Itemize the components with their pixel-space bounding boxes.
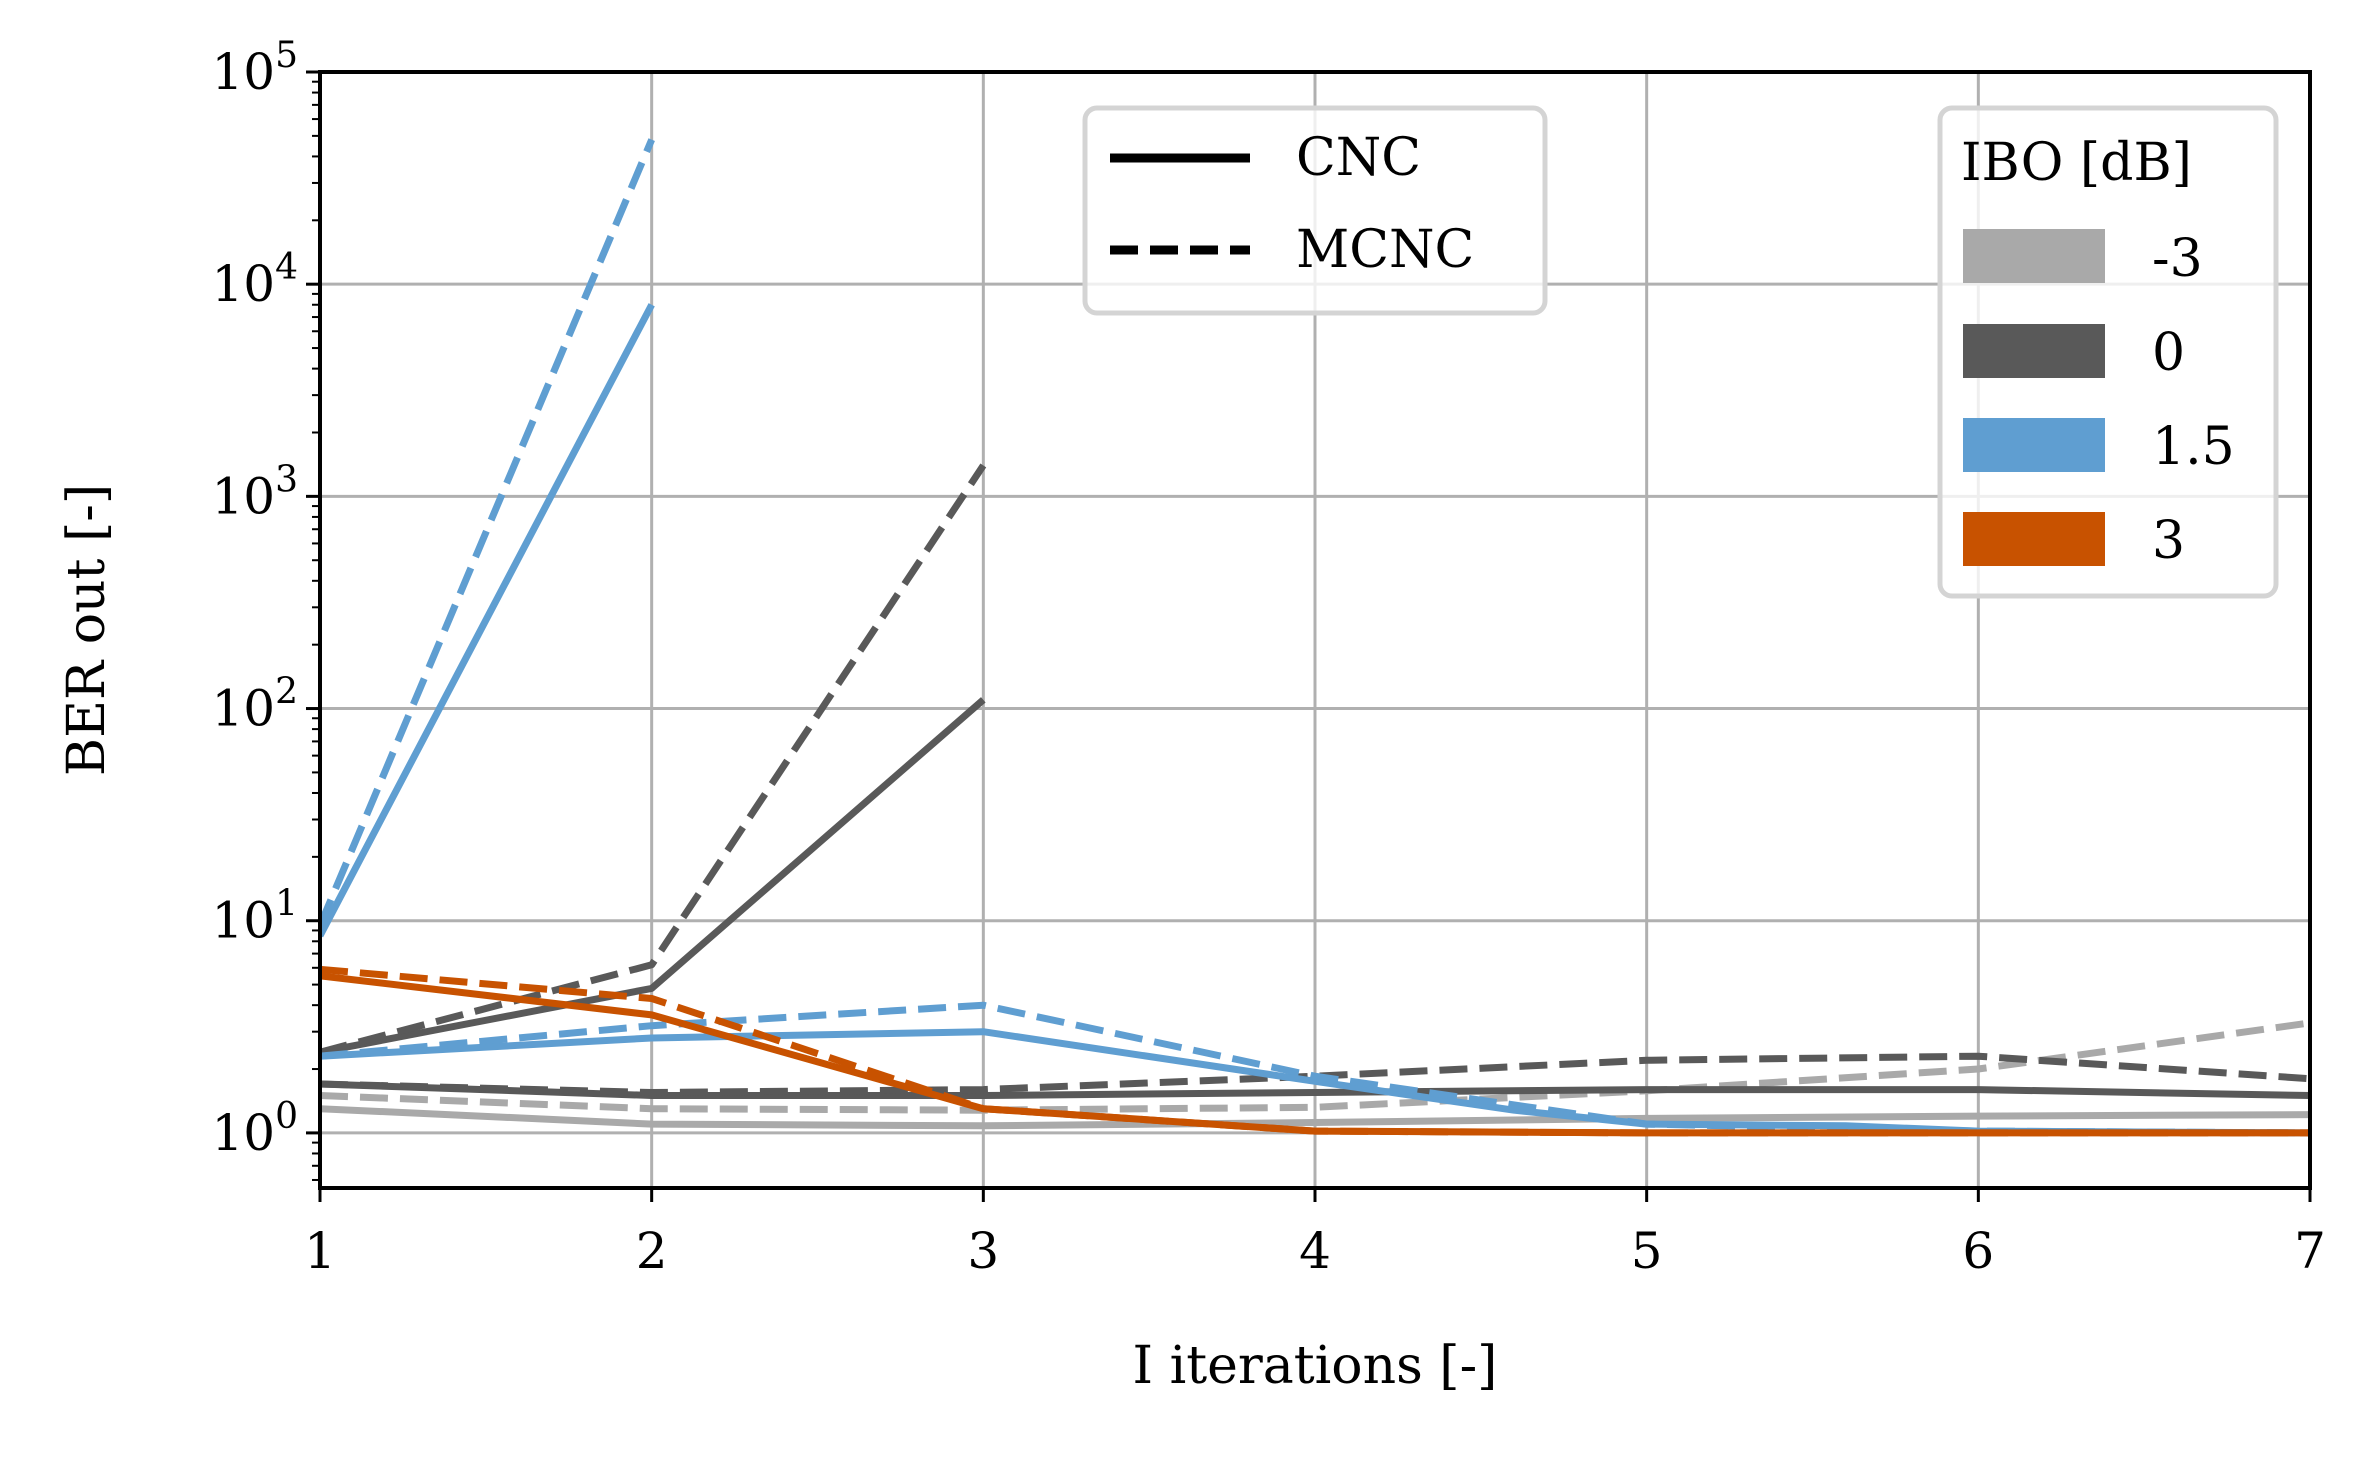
y-tick-label: 100: [211, 1096, 298, 1162]
series-ibo-3-mcnc: [320, 965, 2310, 1137]
legend-swatch-ibo-neg3: [1963, 229, 2105, 283]
series-ibo-0-mcnc: [320, 1052, 2310, 1096]
series-lines: [320, 138, 2310, 1137]
y-tick-label: 104: [211, 247, 298, 313]
x-tick-label: 2: [636, 1222, 668, 1280]
legend-label-ibo-neg3: -3: [2152, 229, 2203, 289]
color-legend: IBO [dB] -3 0 1.5 3: [1937, 105, 2279, 599]
legend-swatch-ibo-0: [1963, 324, 2105, 378]
axis-tick-labels: 1 2 3 4 5 6 7 100 101 102 103 104 105: [211, 35, 2325, 1280]
series-ibo-0-cnc: [320, 697, 986, 1056]
series-ibo-1-5-cnc: [320, 303, 655, 938]
series-ibo-1-5-mcnc: [320, 1001, 2310, 1137]
y-tick-label: 105: [211, 35, 298, 101]
y-tick-label: 102: [211, 672, 298, 738]
series-ibo-0-mcnc: [320, 463, 987, 1056]
x-tick-label: 7: [2294, 1222, 2326, 1280]
x-tick-label: 3: [967, 1222, 999, 1280]
x-tick-label: 6: [1962, 1222, 1994, 1280]
x-axis-title: I iterations [-]: [1133, 1336, 1498, 1396]
y-axis-title: BER out [-]: [57, 484, 117, 776]
color-legend-title: IBO [dB]: [1961, 133, 2192, 193]
legend-swatch-ibo-1-5: [1963, 418, 2105, 472]
legend-cnc-label: CNC: [1296, 128, 1421, 188]
legend-mcnc-label: MCNC: [1296, 220, 1474, 280]
legend-label-ibo-3: 3: [2152, 511, 2185, 571]
series-ibo-neg3-mcnc: [320, 1019, 2310, 1114]
series-ibo-1-5-mcnc: [320, 138, 655, 927]
x-tick-label: 5: [1631, 1222, 1663, 1280]
style-legend: CNC MCNC: [1082, 105, 1548, 316]
legend-swatch-ibo-3: [1963, 512, 2105, 566]
x-tick-label: 4: [1299, 1222, 1331, 1280]
y-tick-label: 103: [211, 459, 298, 525]
axis-ticks: [306, 70, 2312, 1202]
legend-label-ibo-1-5: 1.5: [2152, 417, 2235, 477]
y-tick-label: 101: [211, 884, 298, 950]
series-ibo-neg3-cnc: [320, 1105, 2310, 1130]
legend-label-ibo-0: 0: [2152, 323, 2185, 383]
x-tick-label: 1: [304, 1222, 336, 1280]
